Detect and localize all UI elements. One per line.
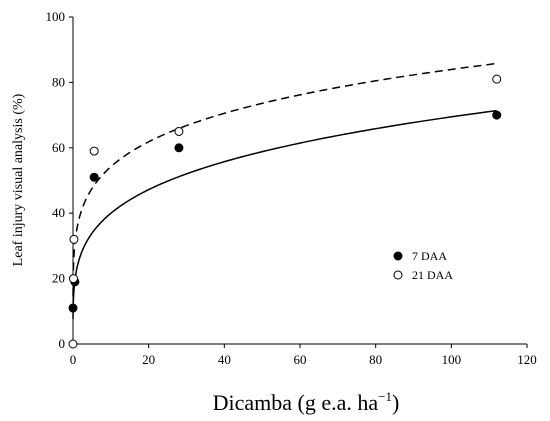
data-point-series-1	[89, 172, 99, 182]
data-point-series-2	[68, 274, 78, 284]
y-tick-label: 60	[52, 140, 65, 155]
y-axis-label: Leaf injury visual analysis (%)	[11, 93, 26, 266]
x-axis-label-main: Dicamba (g e.a. ha	[213, 390, 379, 415]
data-point-series-2	[89, 146, 99, 156]
data-point-series-1	[68, 303, 78, 313]
x-tick-label: 120	[517, 352, 537, 367]
x-tick-label: 60	[294, 352, 307, 367]
x-axis-label: Dicamba (g e.a. ha−1)	[213, 389, 400, 415]
data-point-series-2	[492, 74, 502, 84]
data-point-series-1	[174, 143, 184, 153]
y-tick-label: 40	[52, 205, 65, 220]
data-point-series-2	[69, 234, 79, 244]
legend-marker-2	[393, 270, 403, 280]
y-tick-label: 20	[52, 271, 65, 286]
x-axis-label-superscript: −1	[378, 389, 392, 404]
x-tick-label: 80	[369, 352, 382, 367]
data-point-series-1	[492, 110, 502, 120]
fit-curve-1	[72, 109, 497, 320]
x-tick-label: 20	[142, 352, 155, 367]
axes	[72, 17, 527, 345]
legend-label-2: 21 DAA	[412, 268, 453, 282]
x-tick-label: 0	[70, 352, 77, 367]
y-tick-label: 100	[46, 9, 66, 24]
legend-label-1: 7 DAA	[412, 249, 447, 263]
x-axis-label-suffix: )	[392, 390, 399, 415]
y-tick-label: 80	[52, 74, 65, 89]
data-points	[68, 74, 502, 349]
legend-marker-1	[393, 251, 403, 261]
x-tick-label: 100	[442, 352, 462, 367]
x-tick-label: 40	[218, 352, 231, 367]
data-point-series-2	[174, 126, 184, 136]
x-ticks: 0 20 40 60 80 100 120	[70, 344, 537, 367]
y-tick-label: 0	[59, 336, 66, 351]
legend: 7 DAA 21 DAA	[393, 249, 453, 282]
y-ticks: 0 20 40 60 80 100	[46, 9, 73, 351]
data-point-series-2	[68, 339, 78, 349]
